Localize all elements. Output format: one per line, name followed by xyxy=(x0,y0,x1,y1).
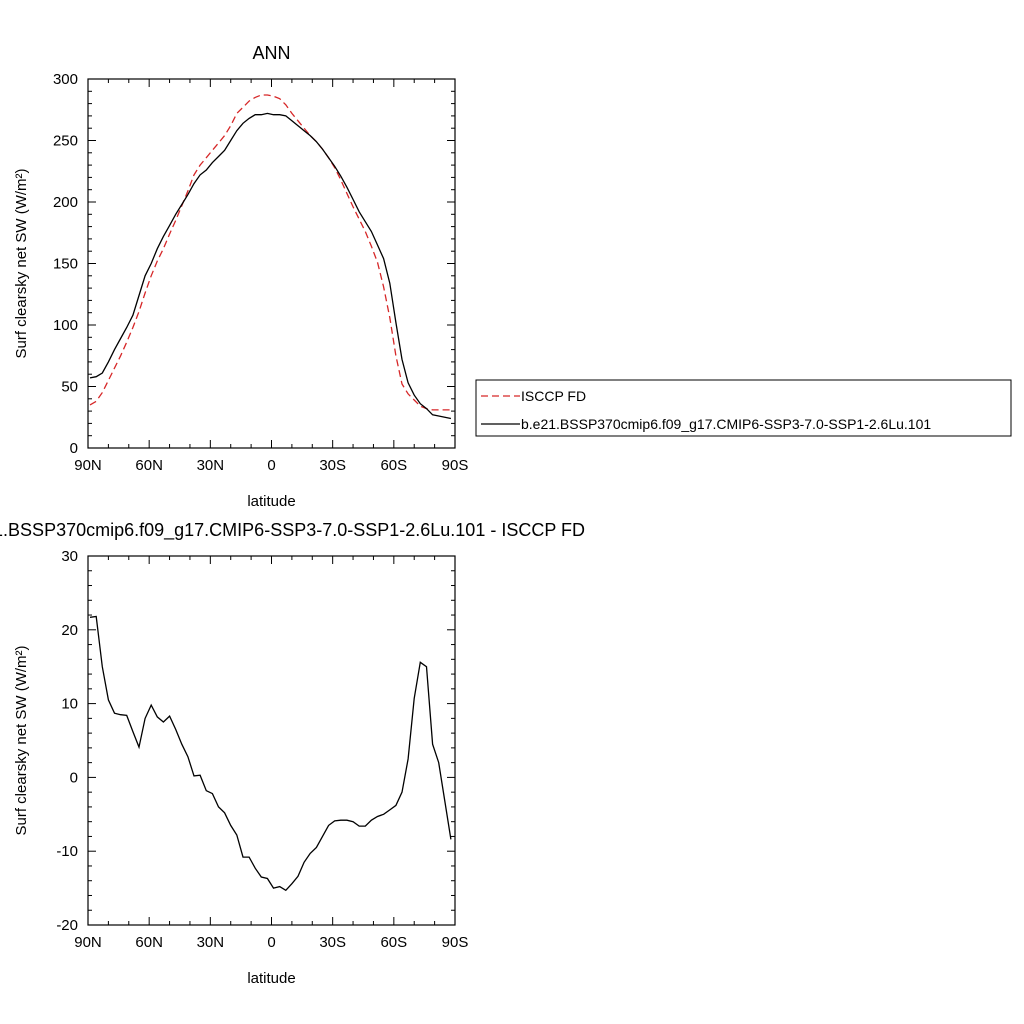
top-x-tick-label: 30S xyxy=(319,457,346,474)
bottom-panel: 90N 60N 30N 0 30S 60S 90S -20 -10 0 10 20 30 b.e21.BS… xyxy=(0,520,585,987)
top-y-tick-label: 50 xyxy=(61,379,78,396)
bottom-y-tick-label: 30 xyxy=(61,548,78,565)
bottom-plot-frame xyxy=(87,555,456,926)
bottom-x-tick-label: 30N xyxy=(197,934,225,951)
bottom-y-axis-label: Surf clearsky net SW (W/m²) xyxy=(13,645,30,835)
bottom-y-tick-label: 20 xyxy=(61,622,78,639)
bottom-series-line-0 xyxy=(89,615,452,892)
bottom-x-tick-label: 0 xyxy=(267,934,275,951)
top-chart-title: ANN xyxy=(252,43,290,63)
top-x-tick-label: 30N xyxy=(197,457,225,474)
top-x-tick-label: 90S xyxy=(442,457,469,474)
top-series-line-1 xyxy=(89,112,452,420)
top-plot-frame xyxy=(87,78,456,449)
top-y-tick-label: 200 xyxy=(53,194,78,211)
top-y-tick-label: 300 xyxy=(53,71,78,88)
top-y-tick-label: 0 xyxy=(70,440,78,457)
top-x-tick-label: 0 xyxy=(267,457,275,474)
bottom-y-tick-label: 0 xyxy=(70,769,78,786)
top-x-tick-label: 90N xyxy=(74,457,102,474)
top-y-tick-label: 150 xyxy=(53,256,78,273)
top-y-tick-label: 100 xyxy=(53,317,78,334)
top-y-axis-label: Surf clearsky net SW (W/m²) xyxy=(13,168,30,358)
legend-entry-0: ISCCP FD xyxy=(521,388,586,404)
bottom-x-tick-label: 60N xyxy=(135,934,163,951)
bottom-x-tick-label: 30S xyxy=(319,934,346,951)
bottom-x-tick-label: 60S xyxy=(380,934,407,951)
top-series-line-0 xyxy=(89,94,451,411)
bottom-y-tick-label: -20 xyxy=(56,917,78,934)
top-x-tick-label: 60S xyxy=(380,457,407,474)
legend-box xyxy=(475,379,1012,437)
bottom-x-tick-label: 90S xyxy=(442,934,469,951)
top-panel: 90N 60N 30N 0 30S 60S 90S 0 50 100 150 200 250 300 ANN… xyxy=(13,43,468,510)
legend: ISCCP FD b.e21.BSSP370cmip6.f09_g17.CMIP6… xyxy=(475,379,1012,437)
bottom-y-tick-label: 10 xyxy=(61,696,78,713)
bottom-y-tick-label: -10 xyxy=(56,843,78,860)
bottom-chart-title: b.e21.BSSP370cmip6.f09_g17.CMIP6-SSP3-7.… xyxy=(0,520,585,541)
top-y-tick-label: 250 xyxy=(53,133,78,150)
top-x-tick-label: 60N xyxy=(135,457,163,474)
bottom-x-axis-label: latitude xyxy=(247,970,295,987)
legend-entry-1: b.e21.BSSP370cmip6.f09_g17.CMIP6-SSP3-7.… xyxy=(521,416,931,432)
bottom-x-tick-label: 90N xyxy=(74,934,102,951)
top-x-axis-label: latitude xyxy=(247,493,295,510)
